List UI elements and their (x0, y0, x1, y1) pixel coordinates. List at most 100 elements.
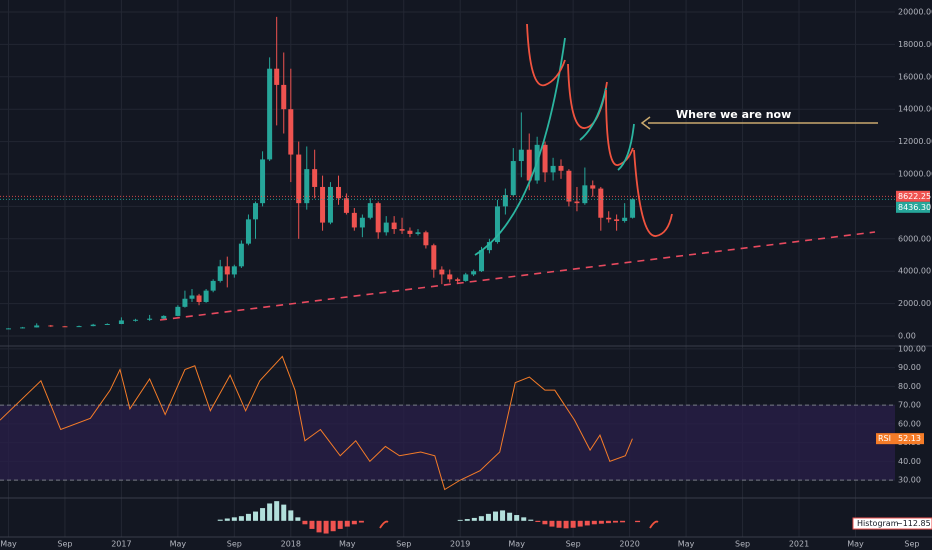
histogram-bar (556, 520, 562, 528)
candle-body (203, 290, 209, 302)
histogram-bar (238, 516, 244, 521)
teal-curve (579, 87, 607, 141)
rsi-value: 52.13 (898, 434, 921, 443)
trend-line (159, 231, 876, 321)
histogram-bar (267, 503, 273, 521)
y-tick-label: 20000.00 (898, 8, 932, 17)
candle-body (447, 274, 453, 280)
histogram-bar (535, 520, 541, 522)
x-tick-label: Sep (904, 540, 919, 549)
candle-body (479, 250, 485, 272)
histogram-name: Histogram (857, 519, 899, 528)
y-tick-label: 6000.00 (898, 234, 931, 243)
candle-body (423, 232, 429, 246)
candle-body (224, 266, 230, 275)
histogram-bar (330, 520, 336, 532)
teal-curve (617, 123, 635, 171)
histogram-bar (605, 520, 611, 524)
y-tick-label: 18000.00 (898, 40, 932, 49)
candle-body (550, 165, 556, 173)
histogram-bar (253, 511, 259, 521)
candle-body (320, 186, 326, 223)
rsi-line (0, 355, 633, 491)
candle-body (383, 222, 389, 233)
histogram-bar (316, 520, 322, 533)
x-tick-label: 2019 (450, 540, 470, 549)
histogram-bar (245, 513, 251, 521)
candle-body (253, 203, 259, 220)
x-tick-label: Sep (735, 540, 750, 549)
x-tick-label: May (0, 540, 17, 549)
candle-body (20, 327, 26, 329)
candle-body (76, 326, 82, 328)
x-tick-label: May (170, 540, 187, 549)
histogram-bar (344, 520, 350, 527)
y-tick-label: 2000.00 (898, 299, 931, 308)
candle-body (542, 144, 548, 173)
histogram-bar (521, 517, 527, 521)
histogram-value: −112.85 (896, 519, 931, 528)
candle-body (494, 206, 500, 243)
y-tick-label: 40.00 (898, 457, 921, 466)
histogram-bar (260, 508, 266, 521)
histogram-bar (464, 519, 470, 521)
rsi-value-box (896, 433, 924, 445)
candle-body (5, 328, 11, 330)
candle-body (367, 203, 373, 218)
candle-body (606, 217, 612, 220)
candle-body (391, 222, 397, 230)
candle-body (463, 274, 469, 281)
candle-body (133, 319, 139, 321)
arrow-head (640, 116, 651, 130)
histogram-bar (584, 520, 590, 526)
candle-body (614, 219, 620, 221)
histogram-bar (457, 519, 463, 521)
candle-body (104, 324, 110, 326)
candle-body (343, 198, 349, 213)
candle-body (231, 266, 237, 275)
candle-body (574, 201, 580, 204)
x-tick-label: May (339, 540, 356, 549)
x-tick-label: Sep (566, 540, 581, 549)
candle-body (281, 84, 287, 110)
annotation: Where we are now (676, 108, 791, 121)
candle-body (196, 295, 202, 302)
candle-body (182, 298, 188, 307)
x-tick-label: 2017 (111, 540, 131, 549)
candle-body (598, 188, 604, 218)
candle-body (304, 169, 310, 204)
histogram-bar (281, 504, 287, 521)
y-tick-label: 90.00 (898, 363, 921, 372)
x-tick-label: May (847, 540, 864, 549)
candle-body (161, 315, 167, 319)
candle-body (622, 217, 628, 221)
histogram-bar (288, 510, 294, 521)
candle-body (431, 245, 437, 270)
histogram-bar (323, 520, 329, 534)
y-tick-label: 0.00 (898, 331, 916, 340)
red-curve (379, 520, 659, 529)
x-tick-label: May (678, 540, 695, 549)
candle-body (486, 242, 492, 251)
candle-body (407, 230, 413, 234)
candle-body (245, 219, 251, 244)
histogram-bar (492, 511, 498, 521)
x-tick-label: 2020 (619, 540, 639, 549)
histogram-bar (570, 520, 576, 528)
candle-body (210, 280, 216, 291)
histogram-bar (478, 516, 484, 521)
candle-body (566, 170, 572, 202)
histogram-current (635, 520, 641, 523)
candle-body (288, 109, 294, 155)
candle-body (175, 306, 181, 316)
x-tick-label: May (508, 540, 525, 549)
candle-body (267, 68, 273, 160)
candle-body (260, 159, 266, 204)
price-marker-label: 8622.25 (898, 192, 931, 201)
candle-body (327, 186, 333, 223)
candle-body (312, 169, 318, 187)
histogram-bar (224, 518, 230, 521)
candle-body (471, 271, 477, 275)
candle-body (455, 279, 461, 281)
